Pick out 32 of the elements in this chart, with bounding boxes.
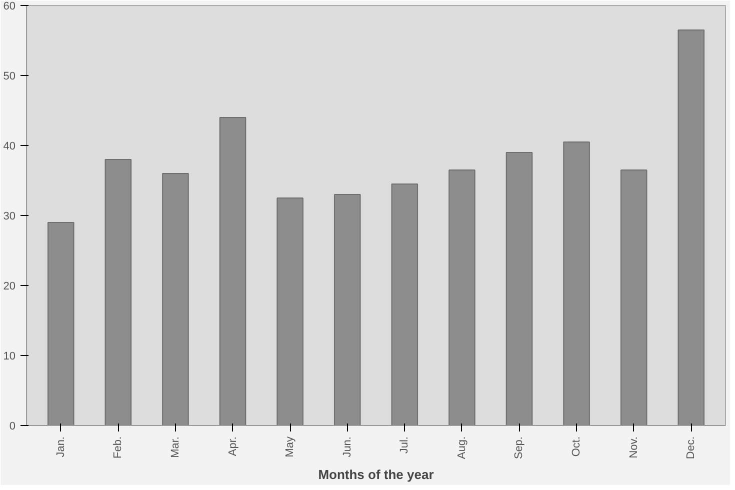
bar [276, 198, 304, 426]
y-tick-label: 40 [3, 140, 16, 152]
y-tick-label: 50 [3, 70, 16, 82]
x-tick-label: Dec. [685, 436, 698, 460]
x-tick-label: Jan. [54, 436, 67, 458]
x-tick-label: Oct. [570, 436, 583, 457]
bar [678, 30, 705, 426]
bar [506, 152, 533, 426]
x-tick-label: May [284, 436, 296, 458]
x-tick-label: Mar. [169, 436, 182, 458]
bar [104, 159, 132, 426]
bar [563, 142, 590, 426]
y-tick-label: 30 [3, 210, 16, 222]
y-tick-label: 20 [3, 280, 16, 292]
x-tick-label: Jun. [341, 436, 354, 458]
x-tick-label: Nov. [628, 436, 640, 458]
y-tick-label: 10 [3, 350, 16, 362]
x-tick-label: Apr. [226, 436, 239, 456]
x-axis-title: Months of the year [318, 467, 434, 482]
x-tick-label: Sep. [513, 436, 526, 460]
bar [448, 170, 476, 426]
bar [219, 117, 246, 426]
bar [334, 194, 361, 426]
x-tick-label: Feb. [112, 436, 124, 459]
bar [620, 170, 648, 426]
x-tick-label: Aug. [456, 436, 468, 460]
y-tick-label: 0 [9, 420, 16, 432]
bar [47, 222, 74, 426]
bar [162, 173, 189, 426]
bar [391, 184, 418, 426]
y-tick-label: 60 [3, 0, 16, 12]
x-tick-label: Jul. [398, 436, 411, 454]
